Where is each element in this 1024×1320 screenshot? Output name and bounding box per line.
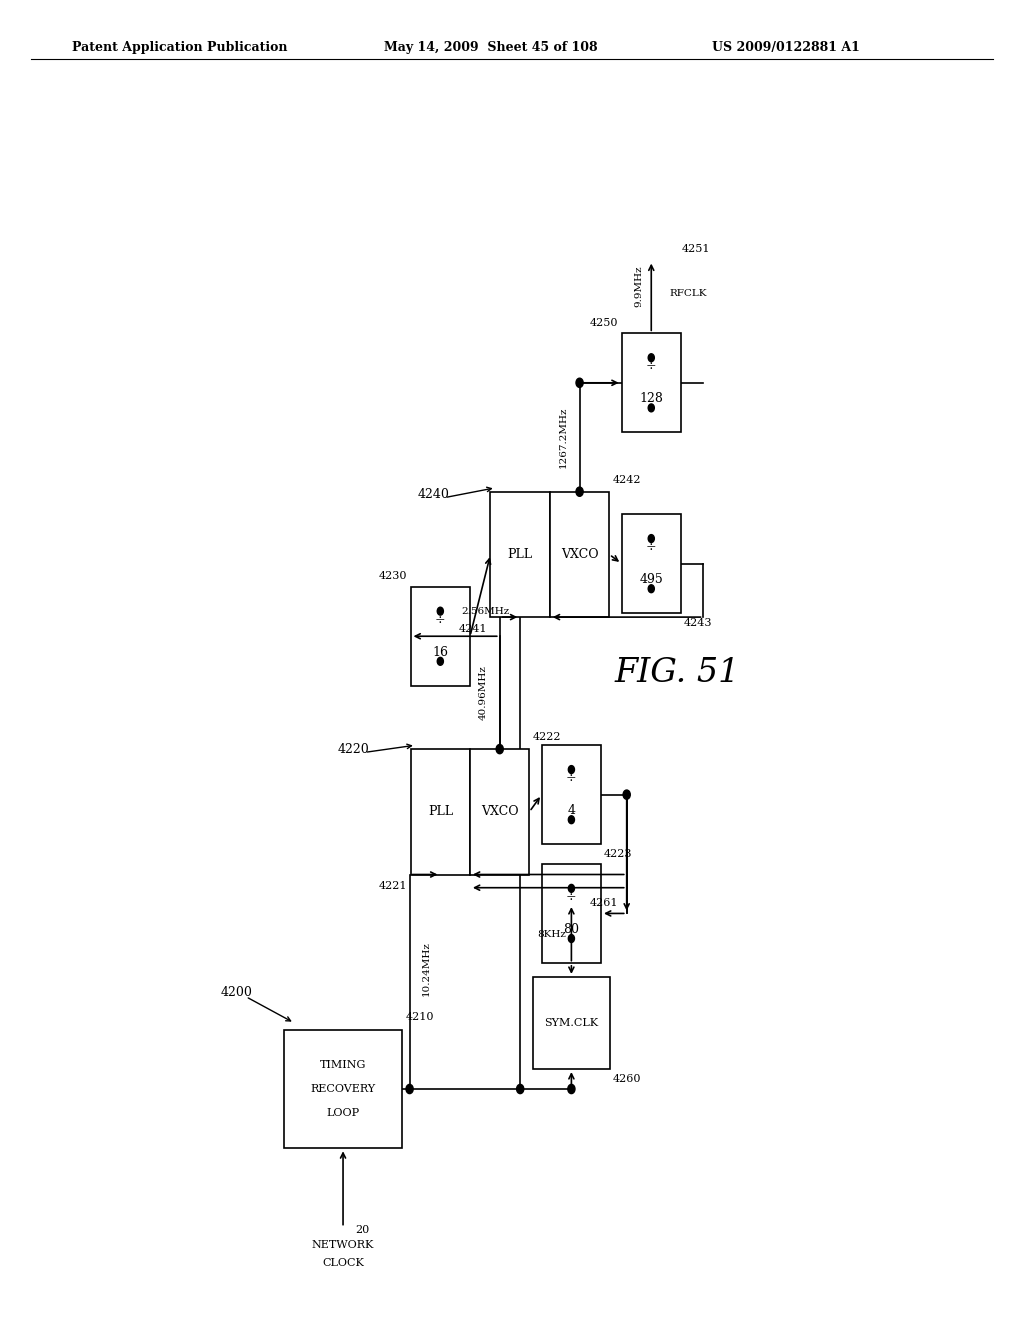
- Text: ÷: ÷: [566, 772, 577, 785]
- Bar: [470, 750, 529, 874]
- Text: 80: 80: [563, 923, 580, 936]
- Text: 128: 128: [639, 392, 664, 405]
- Text: Patent Application Publication: Patent Application Publication: [72, 41, 287, 54]
- Text: 4250: 4250: [590, 318, 618, 329]
- Circle shape: [496, 744, 504, 754]
- Text: 4240: 4240: [418, 488, 450, 502]
- Circle shape: [406, 1085, 414, 1093]
- Circle shape: [437, 607, 443, 615]
- Text: 4243: 4243: [684, 618, 713, 628]
- Text: ÷: ÷: [435, 614, 445, 627]
- Circle shape: [568, 1085, 575, 1093]
- Text: 4242: 4242: [612, 475, 641, 486]
- Text: 10.24MHz: 10.24MHz: [422, 941, 431, 997]
- Bar: [622, 515, 681, 612]
- Text: 4223: 4223: [604, 850, 633, 859]
- Bar: [285, 1030, 401, 1148]
- Circle shape: [568, 766, 574, 774]
- Text: 4241: 4241: [459, 624, 487, 634]
- Circle shape: [575, 379, 583, 388]
- Text: 2.56MHz: 2.56MHz: [461, 607, 510, 616]
- Circle shape: [648, 354, 654, 362]
- Bar: [550, 492, 609, 618]
- Text: 4261: 4261: [590, 898, 618, 908]
- Text: 20: 20: [355, 1225, 370, 1236]
- Circle shape: [624, 789, 631, 799]
- Circle shape: [648, 585, 654, 593]
- Text: CLOCK: CLOCK: [323, 1258, 364, 1269]
- Text: 4200: 4200: [220, 986, 252, 999]
- Bar: [411, 586, 470, 685]
- Circle shape: [575, 487, 583, 496]
- Text: 4222: 4222: [532, 733, 561, 742]
- Circle shape: [517, 1085, 523, 1093]
- Text: May 14, 2009  Sheet 45 of 108: May 14, 2009 Sheet 45 of 108: [384, 41, 598, 54]
- Bar: [622, 334, 681, 433]
- Text: 9.9MHz: 9.9MHz: [634, 265, 643, 308]
- Circle shape: [568, 935, 574, 942]
- Text: 8KHz: 8KHz: [538, 931, 566, 939]
- Text: VXCO: VXCO: [481, 805, 518, 818]
- Text: SYM.CLK: SYM.CLK: [545, 1018, 598, 1028]
- Bar: [411, 750, 470, 874]
- Circle shape: [648, 535, 654, 543]
- Text: 1267.2MHz: 1267.2MHz: [558, 407, 567, 469]
- Text: 4251: 4251: [682, 244, 711, 255]
- Text: 4260: 4260: [612, 1074, 641, 1085]
- Text: PLL: PLL: [428, 805, 453, 818]
- Text: 40.96MHz: 40.96MHz: [478, 665, 487, 721]
- Text: 4: 4: [567, 804, 575, 817]
- Text: PLL: PLL: [508, 548, 532, 561]
- Bar: [490, 492, 550, 618]
- Circle shape: [648, 404, 654, 412]
- Text: 4221: 4221: [379, 882, 408, 891]
- Text: 495: 495: [639, 573, 664, 586]
- Text: ÷: ÷: [646, 360, 656, 374]
- Circle shape: [568, 884, 574, 892]
- Bar: [542, 744, 601, 845]
- Text: 4220: 4220: [338, 743, 370, 756]
- Text: ÷: ÷: [566, 891, 577, 904]
- Bar: [542, 865, 601, 964]
- Text: 16: 16: [432, 645, 449, 659]
- Text: VXCO: VXCO: [561, 548, 598, 561]
- Text: RFCLK: RFCLK: [670, 289, 708, 298]
- Text: FIG. 51: FIG. 51: [614, 657, 739, 689]
- Text: TIMING: TIMING: [319, 1060, 367, 1071]
- Text: 4210: 4210: [406, 1011, 434, 1022]
- Text: 4230: 4230: [379, 572, 408, 581]
- Circle shape: [437, 657, 443, 665]
- Text: US 2009/0122881 A1: US 2009/0122881 A1: [712, 41, 859, 54]
- Text: ÷: ÷: [646, 541, 656, 554]
- Text: NETWORK: NETWORK: [312, 1239, 374, 1250]
- Text: LOOP: LOOP: [327, 1107, 359, 1118]
- Text: RECOVERY: RECOVERY: [310, 1084, 376, 1094]
- Circle shape: [568, 816, 574, 824]
- Bar: [534, 977, 610, 1069]
